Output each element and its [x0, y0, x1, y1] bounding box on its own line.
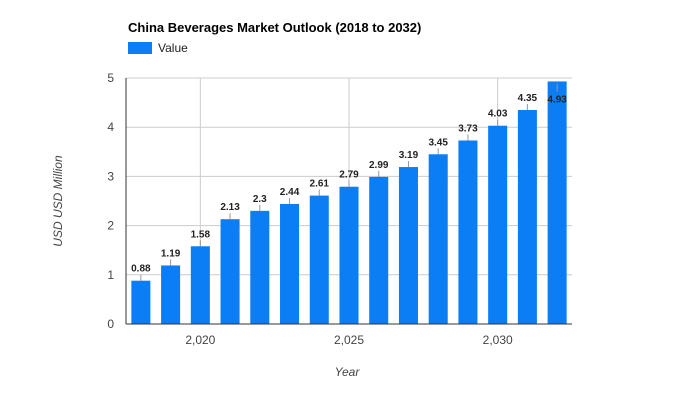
y-tick-label: 2	[107, 219, 114, 233]
x-tick-label: 2,025	[334, 333, 364, 347]
y-axis-title: USD USD Million	[51, 155, 65, 247]
y-tick-label: 0	[107, 317, 114, 331]
data-label: 3.73	[458, 123, 478, 134]
data-label: 1.58	[191, 229, 211, 240]
bar	[339, 186, 359, 324]
data-label: 2.13	[220, 202, 240, 213]
bar	[131, 280, 151, 324]
y-tick-label: 3	[107, 169, 114, 183]
data-labels: 0.88 1.19 1.58 2.13 2.3 2.44 2.61 2.79 2.99 3.19 3…	[131, 83, 567, 281]
x-tick-label: 2,020	[185, 333, 215, 347]
bar	[280, 203, 300, 324]
bar	[309, 195, 329, 324]
data-label: 1.19	[161, 248, 181, 259]
bar	[161, 265, 181, 324]
y-tick-label: 1	[107, 268, 114, 282]
bar	[369, 176, 389, 324]
bar	[398, 167, 418, 324]
data-label: 2.44	[280, 187, 300, 198]
data-label: 2.61	[310, 179, 330, 190]
data-label: 4.35	[518, 93, 538, 104]
bar	[190, 246, 210, 324]
bars	[131, 81, 567, 324]
legend[interactable]: Value	[128, 41, 188, 55]
data-label: 2.79	[339, 170, 359, 181]
y-tick-label: 5	[107, 71, 114, 85]
legend-swatch	[128, 42, 152, 54]
bar	[458, 140, 478, 324]
chart-title: China Beverages Market Outlook (2018 to …	[128, 20, 422, 35]
x-tick-label: 2,030	[483, 333, 513, 347]
bar	[547, 81, 567, 324]
data-label: 4.93	[547, 94, 567, 105]
data-label: 3.19	[399, 150, 419, 161]
data-label: 3.45	[428, 137, 448, 148]
x-axis-title: Year	[335, 365, 361, 379]
bar	[220, 219, 240, 324]
data-label: 2.99	[369, 160, 389, 171]
bar	[428, 154, 448, 324]
data-label: 4.03	[488, 109, 508, 120]
axes: 0 1 2 3 4 5 2,020 2,025 2,030 Year USD USD Million	[51, 71, 572, 379]
y-tick-label: 4	[107, 120, 114, 134]
bar	[488, 125, 508, 324]
bar	[250, 210, 270, 324]
data-label: 0.88	[131, 264, 151, 275]
data-label: 2.3	[253, 194, 267, 205]
legend-label: Value	[158, 41, 188, 55]
bar	[517, 109, 537, 324]
